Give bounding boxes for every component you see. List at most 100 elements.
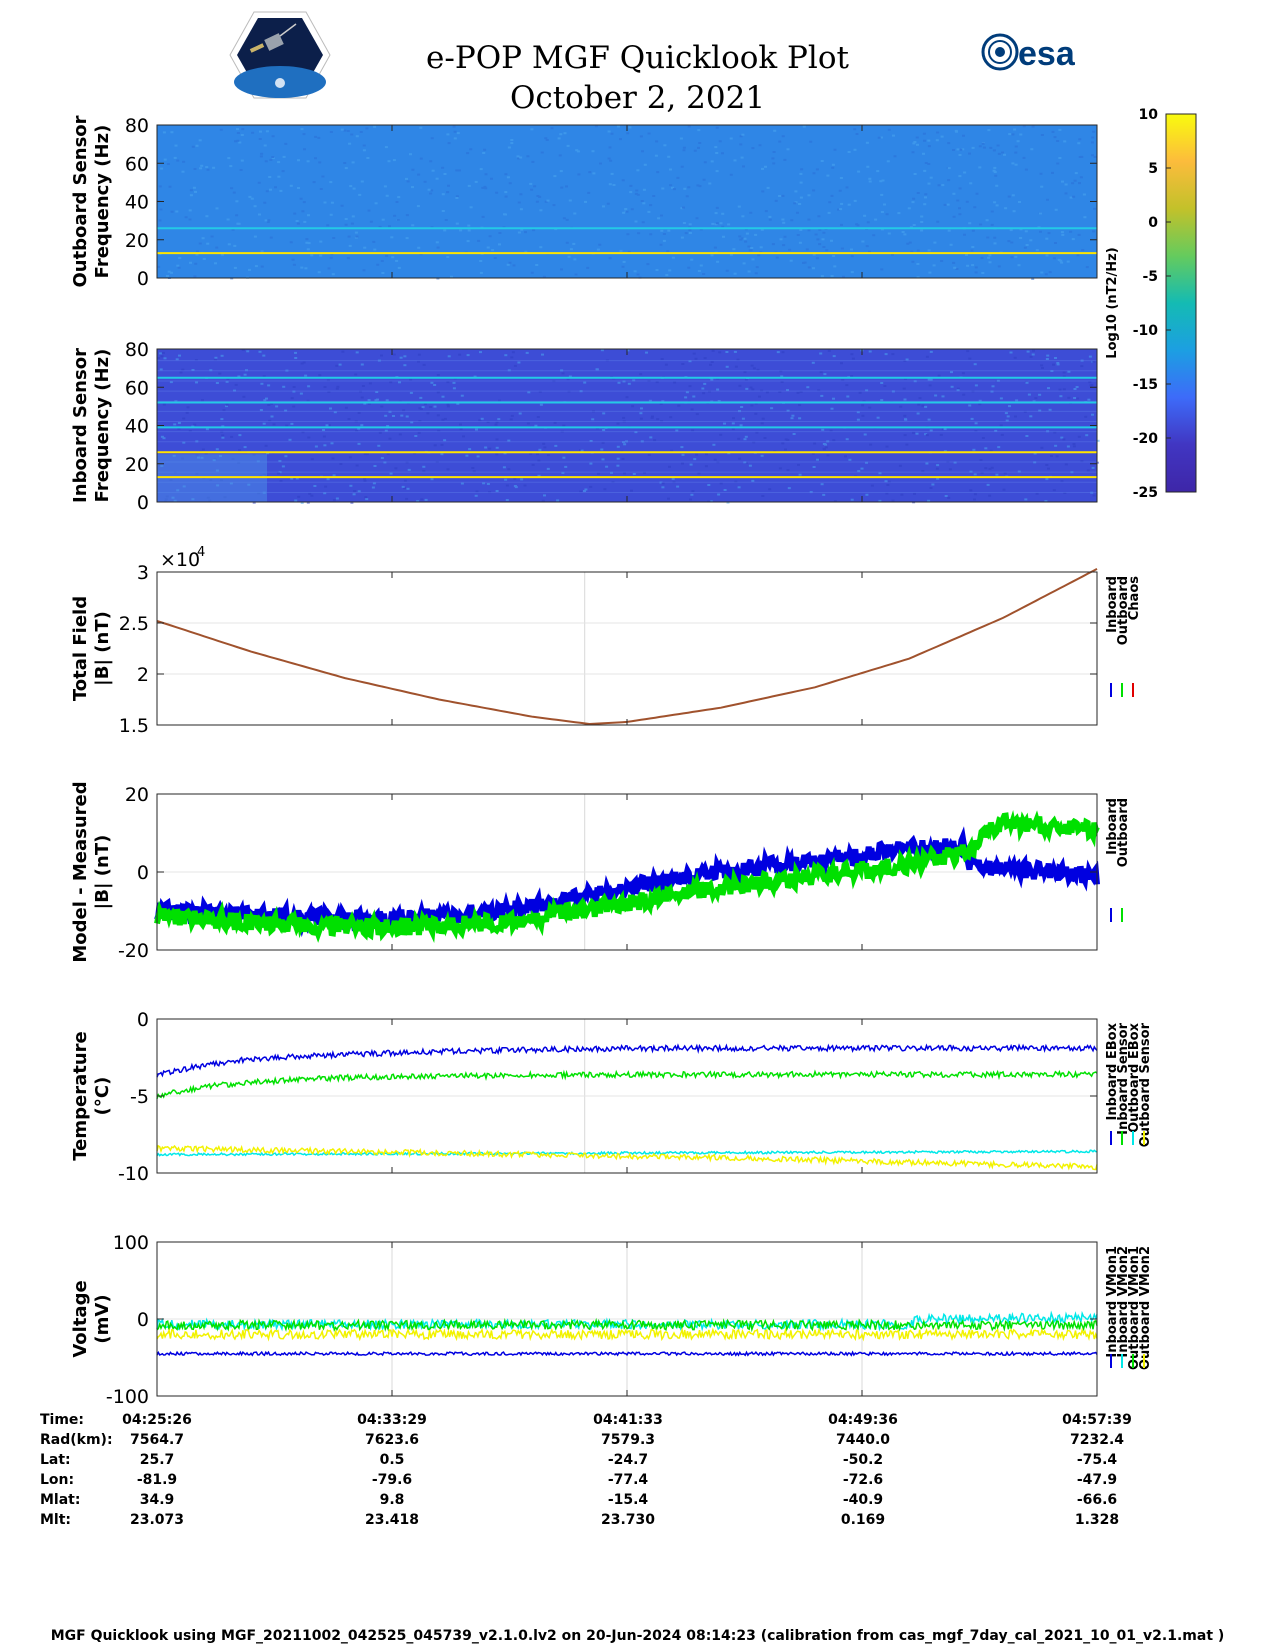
spectrogram-speckle <box>532 229 536 232</box>
spectrogram-speckle <box>262 354 266 357</box>
spectrogram-speckle <box>1004 412 1008 415</box>
spectrogram-speckle <box>1093 207 1097 210</box>
spectrogram-speckle <box>252 501 256 504</box>
spectrogram-speckle <box>1038 393 1042 396</box>
spectrogram-speckle <box>264 444 268 447</box>
spectrogram-speckle <box>925 355 929 358</box>
spectrogram-speckle <box>243 446 247 449</box>
spectrogram-speckle <box>715 126 719 129</box>
spectrogram-speckle <box>297 159 300 162</box>
spectrogram-speckle <box>607 157 611 160</box>
spectrogram-speckle <box>546 199 550 202</box>
spectrogram-speckle <box>796 211 799 214</box>
spectrogram-speckle <box>732 417 735 420</box>
spectrogram-speckle <box>357 427 361 430</box>
spectrogram-speckle <box>943 450 947 453</box>
spectrogram-speckle <box>378 225 382 228</box>
spectrogram-speckle <box>437 429 441 432</box>
spectrogram-speckle <box>182 441 186 444</box>
spectrogram-speckle <box>689 498 692 501</box>
spectrogram-speckle <box>455 169 459 172</box>
spectrogram-speckle <box>776 351 780 354</box>
ephemeris-value: 23.730 <box>601 1512 655 1528</box>
spectrogram-speckle <box>602 412 606 415</box>
spectrogram-speckle <box>553 421 557 424</box>
spectrogram-speckle <box>865 245 869 248</box>
spectrogram-speckle <box>1013 356 1017 359</box>
ephemeris-value: -24.7 <box>608 1452 648 1468</box>
spectrogram-speckle <box>742 165 745 168</box>
spectrogram-speckle <box>380 457 384 459</box>
spectrogram-speckle <box>656 171 660 174</box>
y-tick-label: 40 <box>125 192 149 214</box>
spectrogram-speckle <box>1047 232 1051 235</box>
spectrogram-speckle <box>670 449 674 452</box>
spectrogram-speckle <box>1062 388 1066 391</box>
spectrogram-speckle <box>962 134 965 137</box>
spectrogram-speckle <box>868 180 872 183</box>
spectrogram-speckle <box>697 270 701 272</box>
spectrogram-speckle <box>987 256 991 259</box>
spectrogram-speckle <box>713 458 717 461</box>
spectrogram-speckle <box>393 214 397 217</box>
spectrogram-speckle <box>687 186 691 189</box>
colorbar-tick-label: 10 <box>1139 107 1159 123</box>
spectrogram-speckle <box>294 357 298 359</box>
spectrogram-speckle <box>832 397 835 400</box>
spectrogram-speckle <box>642 188 646 191</box>
y-axis-label-line: Outboard Sensor <box>70 115 91 287</box>
spectrogram-speckle <box>981 272 985 274</box>
spectrogram-speckle <box>649 436 653 439</box>
spectrogram-speckle <box>176 264 180 267</box>
spectrogram-speckle <box>441 193 445 196</box>
spectrogram-speckle <box>308 492 312 495</box>
spectrogram-speckle <box>539 209 543 212</box>
spectrogram-speckle <box>507 146 511 149</box>
spectrogram-speckle <box>1007 240 1011 243</box>
spectrogram-speckle <box>997 152 1001 155</box>
spectrogram-speckle <box>765 391 769 394</box>
spectrogram-speckle <box>1009 229 1013 232</box>
ephemeris-row-label: Lat: <box>40 1452 71 1468</box>
spectrogram-speckle <box>378 431 382 434</box>
spectrogram-speckle <box>194 190 197 193</box>
spectrogram-speckle <box>318 374 322 377</box>
spectrogram-speckle <box>958 213 962 216</box>
spectrogram-speckle <box>568 375 572 378</box>
spectrogram-speckle <box>703 161 707 164</box>
spectrogram-speckle <box>260 152 264 155</box>
spectrogram-speckle <box>395 259 399 262</box>
spectrogram-speckle <box>978 145 982 148</box>
spectrogram-speckle <box>887 232 891 235</box>
spectrogram-speckle <box>703 382 707 385</box>
spectrogram-speckle <box>840 362 843 365</box>
spectrogram-speckle <box>262 422 266 425</box>
spectrogram-speckle <box>980 471 984 474</box>
y-axis-label-line: Inboard Sensor <box>70 348 91 503</box>
spectrogram-speckle <box>905 443 909 446</box>
spectrogram-speckle <box>510 142 514 145</box>
spectrogram-speckle <box>929 176 933 179</box>
spectrogram-speckle <box>447 184 450 187</box>
spectrogram-speckle <box>1060 261 1064 264</box>
spectrogram-speckle <box>694 357 698 360</box>
spectrogram-speckle <box>220 253 224 256</box>
spectrogram-speckle <box>880 228 884 231</box>
spectrogram-speckle <box>254 265 258 268</box>
spectrogram-speckle <box>1014 145 1018 148</box>
spectrogram-speckle <box>443 229 447 232</box>
series-line <box>154 809 1100 944</box>
spectrogram-speckle <box>952 215 956 218</box>
spectrogram-speckle <box>447 355 451 358</box>
spectrogram-speckle <box>265 190 269 193</box>
spectrogram-speckle <box>868 250 871 253</box>
spectrogram-speckle <box>505 484 509 487</box>
spectrogram-speckle <box>226 218 230 221</box>
spectrogram-speckle <box>695 413 699 416</box>
spectrogram-speckle <box>927 182 931 185</box>
spectrogram-speckle <box>531 160 535 163</box>
spectrogram-speckle <box>289 184 293 187</box>
spectrogram-speckle <box>755 431 759 434</box>
